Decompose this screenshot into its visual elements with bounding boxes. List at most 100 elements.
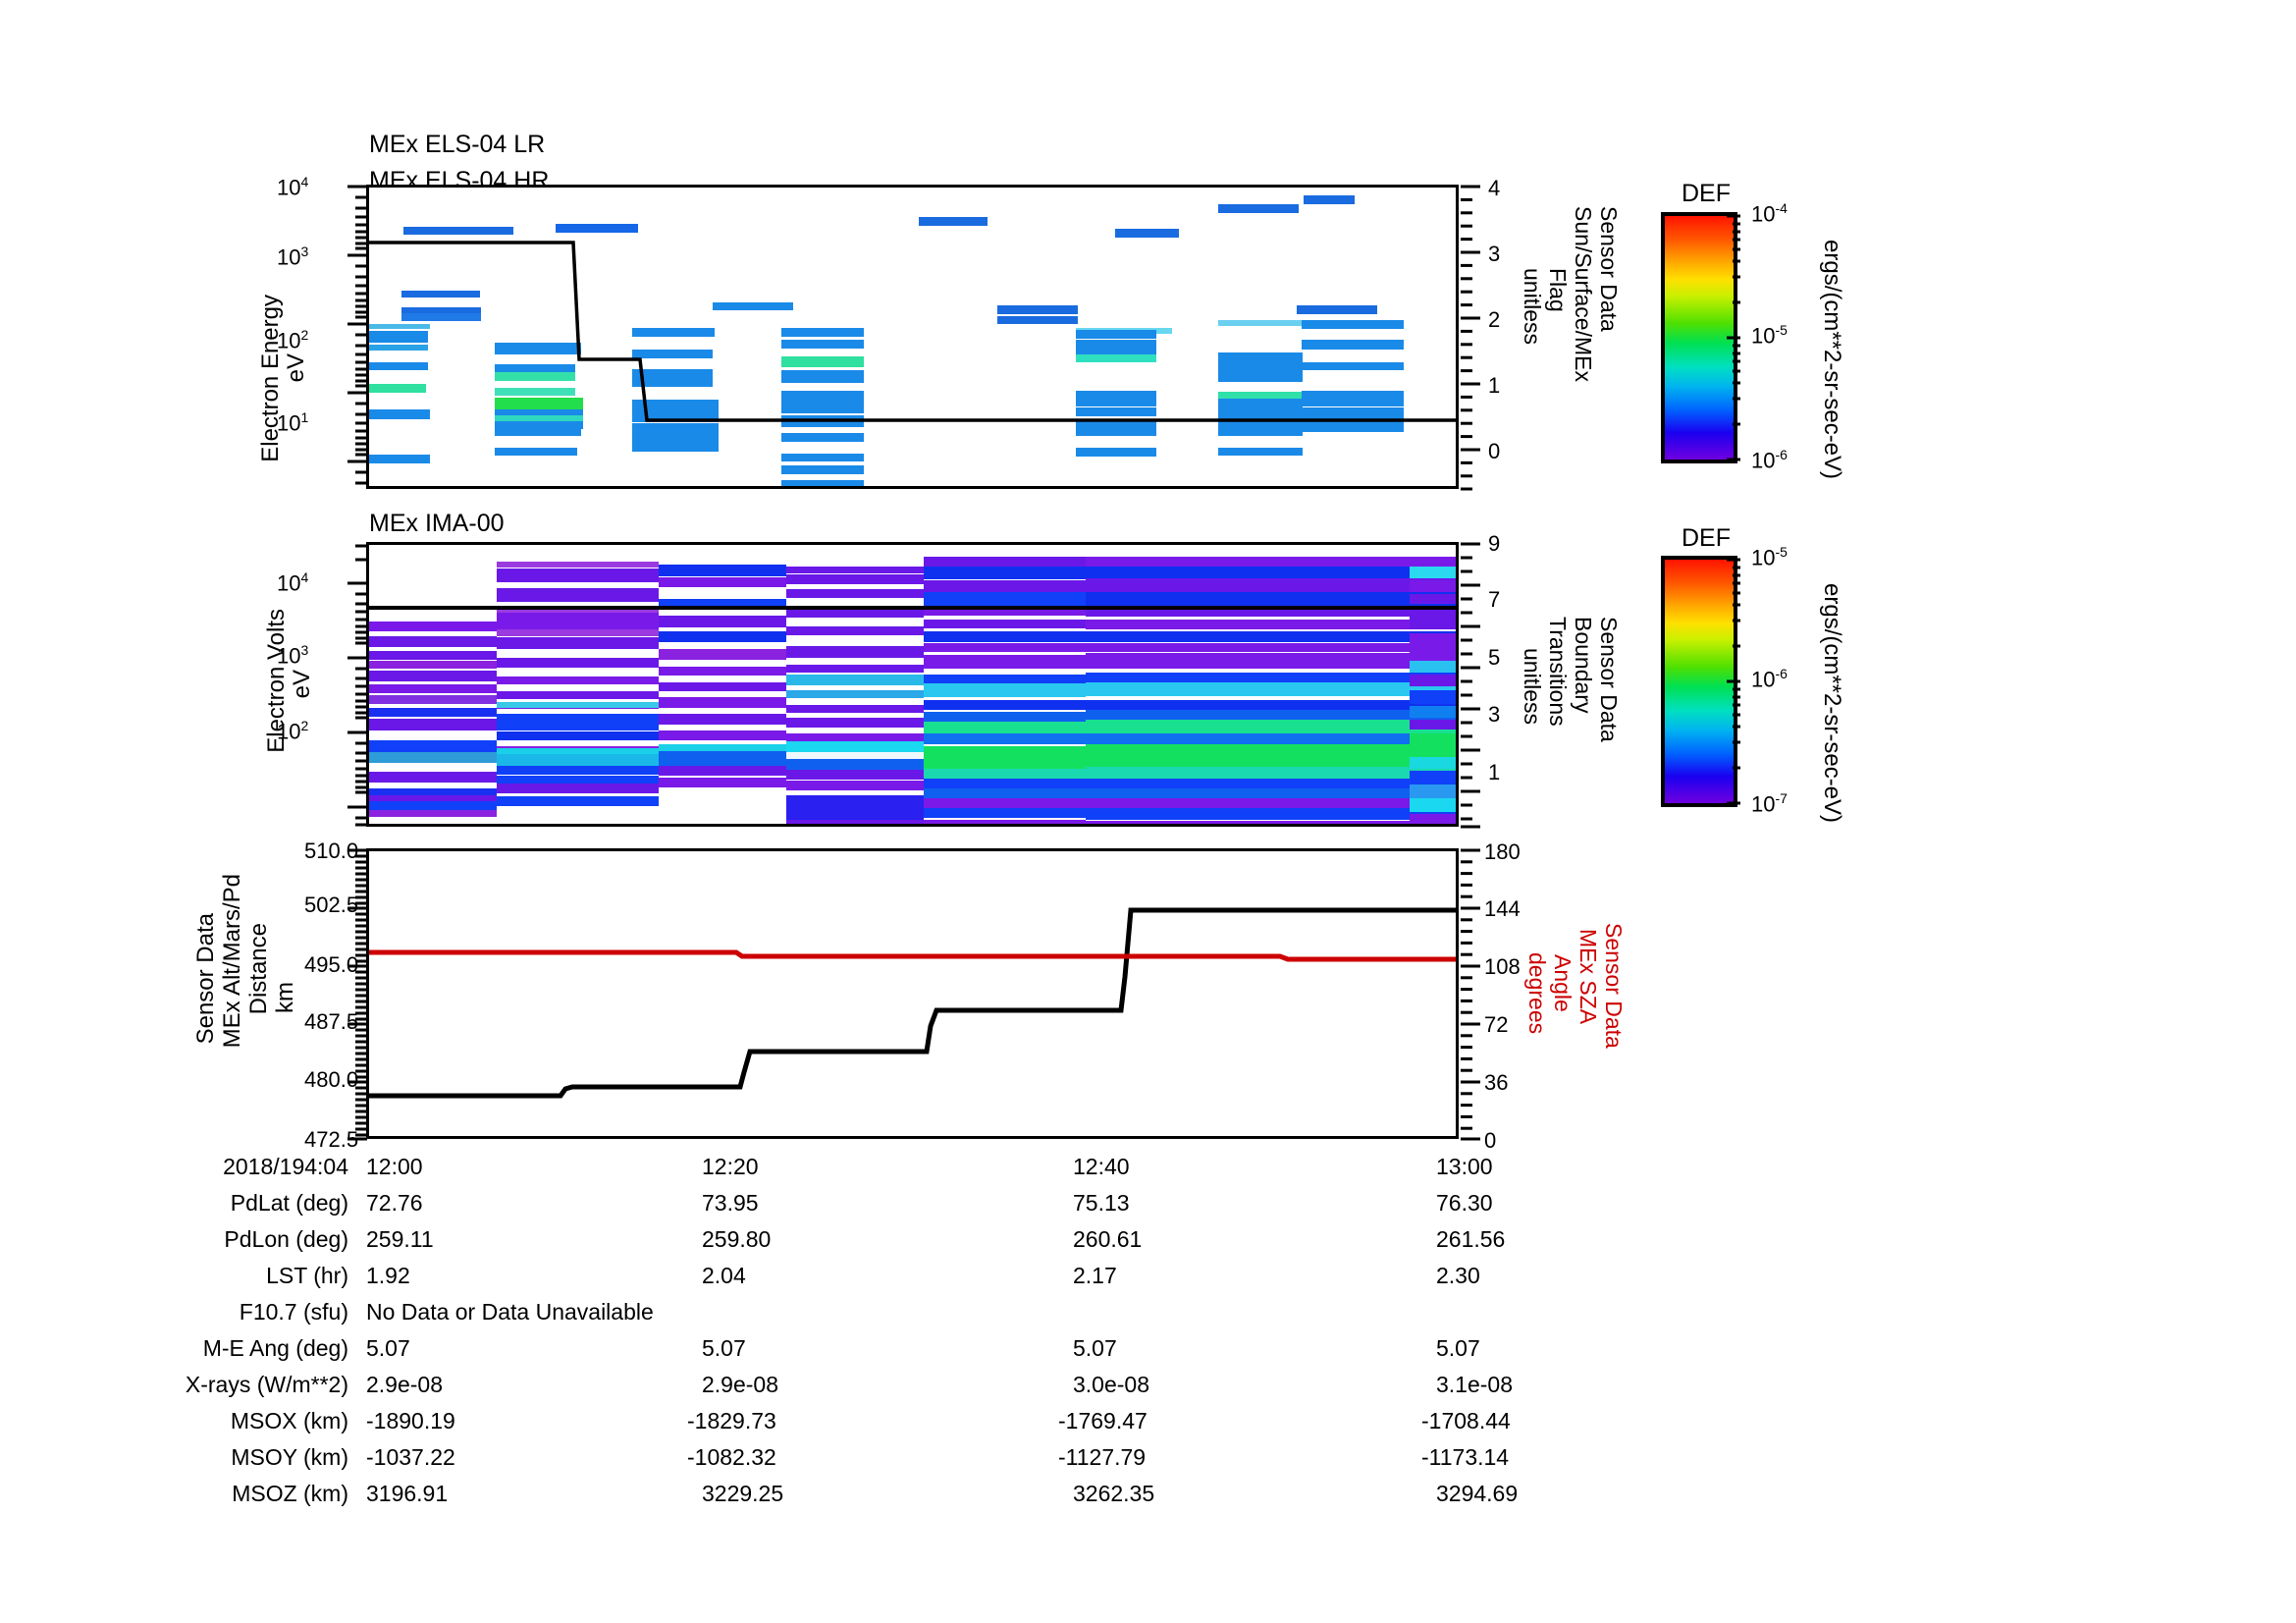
els-right-tick-4: 4 [1488, 176, 1501, 200]
colorbar-els-top-label: 10-4 [1751, 200, 1788, 227]
sza-tick-144: 144 [1484, 896, 1521, 921]
table-col3-row6: 3.1e-08 [1436, 1372, 1514, 1397]
table-col3-row3: 2.30 [1436, 1263, 1480, 1288]
els-ytick-1e1: 101 [277, 409, 309, 436]
panel-els-title-lr: MEx ELS-04 LR [369, 131, 546, 158]
table-col2-row7: -1769.47 [1058, 1408, 1148, 1434]
colorbar-ima-unit: ergs/(cm**2-sr-sec-eV) [1819, 583, 1845, 824]
ima-right-tick-5: 5 [1488, 645, 1501, 670]
alt-ytick-4875: 487.5 [304, 1009, 359, 1034]
sza-tick-0: 0 [1484, 1128, 1497, 1153]
table-row-label-1: PdLat (deg) [230, 1190, 348, 1216]
els-flag-line [369, 241, 1456, 422]
sza-tick-108: 108 [1484, 954, 1521, 979]
colorbar-ima-mid-label: 10-6 [1751, 666, 1788, 692]
ima-ytick-1e2: 102 [277, 718, 309, 744]
ima-right-label-line1: Sensor Data [1596, 617, 1622, 742]
colorbar-els-mid-label: 10-5 [1751, 322, 1788, 349]
ima-data-bars [369, 557, 1456, 824]
els-right-label-line1: Sensor Data [1596, 206, 1622, 332]
altitude-step-line [369, 907, 1456, 1099]
els-right-label-line3: Flag [1545, 268, 1571, 312]
table-col2-row2: 260.61 [1073, 1226, 1143, 1252]
ima-plot-area [366, 542, 1459, 827]
ima-right-label-line3: Transitions [1545, 617, 1571, 727]
table-col1-row8: -1082.32 [687, 1444, 776, 1470]
table-col1-row2: 259.80 [702, 1226, 772, 1252]
sza-tick-180: 180 [1484, 839, 1521, 864]
panel-els-ylabel-line2: eV [283, 353, 309, 383]
els-right-tick-2: 2 [1488, 307, 1501, 332]
table-col2-row6: 3.0e-08 [1073, 1372, 1150, 1397]
table-col3-row2: 261.56 [1436, 1226, 1506, 1252]
table-col3-row7: -1708.44 [1421, 1408, 1511, 1434]
ima-left-ticks [347, 544, 367, 827]
alt-plot-area [366, 848, 1459, 1139]
table-col3-row1: 76.30 [1436, 1190, 1493, 1216]
table-row-label-0: 2018/194:04 [223, 1154, 348, 1179]
table-row-label-7: MSOX (km) [230, 1408, 348, 1434]
table-row-label-3: LST (hr) [266, 1263, 348, 1288]
ima-right-label-line2: Boundary [1571, 617, 1596, 714]
ima-right-tick-3: 3 [1488, 702, 1501, 727]
els-ytick-1e3: 103 [277, 243, 309, 270]
els-ytick-1e4: 104 [277, 174, 309, 200]
colorbar-els-bottom-label: 10-6 [1751, 447, 1788, 473]
alt-ylabel-line1: Sensor Data [192, 913, 219, 1045]
colorbar-ima-top-label: 10-5 [1751, 544, 1788, 570]
els-right-label-line4: unitless [1520, 268, 1545, 345]
alt-ylabel-line3: Distance [245, 923, 272, 1015]
els-right-label-line2: Sun/Surface/MEx [1571, 206, 1596, 382]
sza-right-label-line4: degrees [1524, 952, 1550, 1035]
ima-ytick-1e3: 103 [277, 642, 309, 669]
colorbar-els-gradient [1661, 212, 1737, 463]
alt-left-ticks [347, 848, 367, 1141]
table-col3-row8: -1173.14 [1421, 1444, 1510, 1470]
table-col0-row8: -1037.22 [366, 1444, 455, 1470]
els-spectrogram [369, 195, 1456, 486]
sza-tick-72: 72 [1484, 1012, 1509, 1037]
table-col1-row5: 5.07 [702, 1335, 746, 1361]
panel-ima-title: MEx IMA-00 [369, 510, 505, 537]
table-col3-row0: 13:00 [1436, 1154, 1493, 1179]
panel-els-ylabel-line1: Electron Energy [257, 295, 284, 462]
alt-ylabel-line4: km [272, 982, 298, 1013]
table-no-data-text: No Data or Data Unavailable [366, 1299, 654, 1325]
els-right-ticks [1461, 185, 1480, 491]
table-col1-row1: 73.95 [702, 1190, 759, 1216]
table-col0-row3: 1.92 [366, 1263, 410, 1288]
table-col1-row7: -1829.73 [687, 1408, 776, 1434]
els-left-ticks [347, 185, 367, 485]
alt-right-ticks [1461, 848, 1480, 1141]
table-col3-row5: 5.07 [1436, 1335, 1480, 1361]
colorbar-els-unit: ergs/(cm**2-sr-sec-eV) [1819, 240, 1845, 480]
table-row-label-5: M-E Ang (deg) [202, 1335, 348, 1361]
table-col0-row0: 12:00 [366, 1154, 423, 1179]
table-col2-row1: 75.13 [1073, 1190, 1130, 1216]
alt-ytick-5025: 502.5 [304, 893, 359, 917]
table-col0-row9: 3196.91 [366, 1481, 449, 1506]
sza-tick-36: 36 [1484, 1070, 1509, 1095]
table-row-label-6: X-rays (W/m**2) [185, 1372, 348, 1397]
ima-right-label-line4: unitless [1520, 648, 1545, 725]
els-plot-area [366, 185, 1459, 489]
table-col2-row9: 3262.35 [1073, 1481, 1155, 1506]
table-col0-row1: 72.76 [366, 1190, 423, 1216]
table-row-label-8: MSOY (km) [231, 1444, 348, 1470]
table-col0-row2: 259.11 [366, 1226, 434, 1252]
ima-right-tick-1: 1 [1488, 760, 1501, 784]
table-row-label-2: PdLon (deg) [224, 1226, 348, 1252]
sza-right-label-line3: Angle [1550, 954, 1575, 1012]
els-ytick-1e2: 102 [277, 327, 309, 353]
ima-right-ticks [1461, 542, 1480, 829]
table-col2-row8: -1127.79 [1058, 1444, 1147, 1470]
table-col0-row7: -1890.19 [366, 1408, 455, 1434]
colorbar-els-title: DEF [1682, 180, 1731, 207]
table-row-label-4: F10.7 (sfu) [239, 1299, 348, 1325]
panel-ima-ylabel-line2: eV [289, 670, 315, 699]
alt-ytick-480: 480.0 [304, 1067, 359, 1092]
colorbar-ima-ticks [1727, 558, 1740, 805]
table-col1-row9: 3229.25 [702, 1481, 784, 1506]
ima-spectrogram [369, 557, 1456, 824]
